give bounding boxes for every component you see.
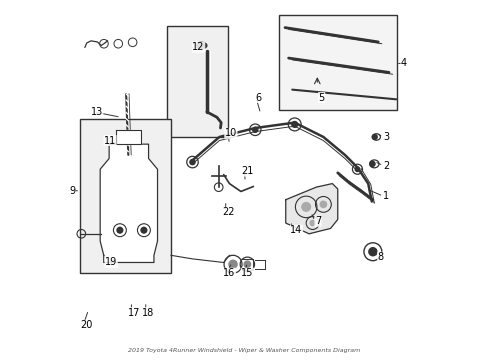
Circle shape [141,227,146,233]
Polygon shape [116,130,141,144]
Circle shape [189,159,195,165]
Circle shape [117,227,122,233]
Text: 8: 8 [377,252,383,262]
Text: 6: 6 [255,93,262,103]
Circle shape [368,248,376,256]
Text: 5: 5 [318,93,324,103]
Text: 4: 4 [400,58,407,68]
Circle shape [354,167,359,171]
Text: 9: 9 [69,186,75,196]
Text: 16: 16 [223,268,235,278]
Circle shape [320,201,326,208]
Text: 13: 13 [90,107,102,117]
Text: 15: 15 [241,268,253,278]
Ellipse shape [196,42,206,49]
Text: 1: 1 [382,191,388,201]
Text: 17: 17 [127,308,140,318]
Polygon shape [100,144,157,262]
Text: 10: 10 [224,129,237,138]
Text: 20: 20 [80,320,92,330]
Text: 2019 Toyota 4Runner Windshield - Wiper & Washer Components Diagram: 2019 Toyota 4Runner Windshield - Wiper &… [128,348,360,353]
Circle shape [301,203,310,211]
Bar [167,26,228,137]
Text: 14: 14 [290,225,302,235]
Bar [80,119,171,273]
Circle shape [309,220,315,226]
Circle shape [252,127,257,132]
Text: 18: 18 [142,308,154,318]
Circle shape [244,261,250,267]
Text: 19: 19 [105,257,117,267]
Text: 12: 12 [192,42,204,52]
Circle shape [228,260,237,268]
Text: 22: 22 [222,207,234,217]
Text: 21: 21 [241,166,253,176]
Text: 11: 11 [103,136,116,145]
Circle shape [371,134,376,139]
Circle shape [291,122,297,127]
Polygon shape [285,184,337,234]
Text: 7: 7 [314,216,321,226]
Circle shape [369,161,374,166]
Text: 2: 2 [382,161,388,171]
Text: 3: 3 [382,132,388,142]
Bar [278,15,396,110]
